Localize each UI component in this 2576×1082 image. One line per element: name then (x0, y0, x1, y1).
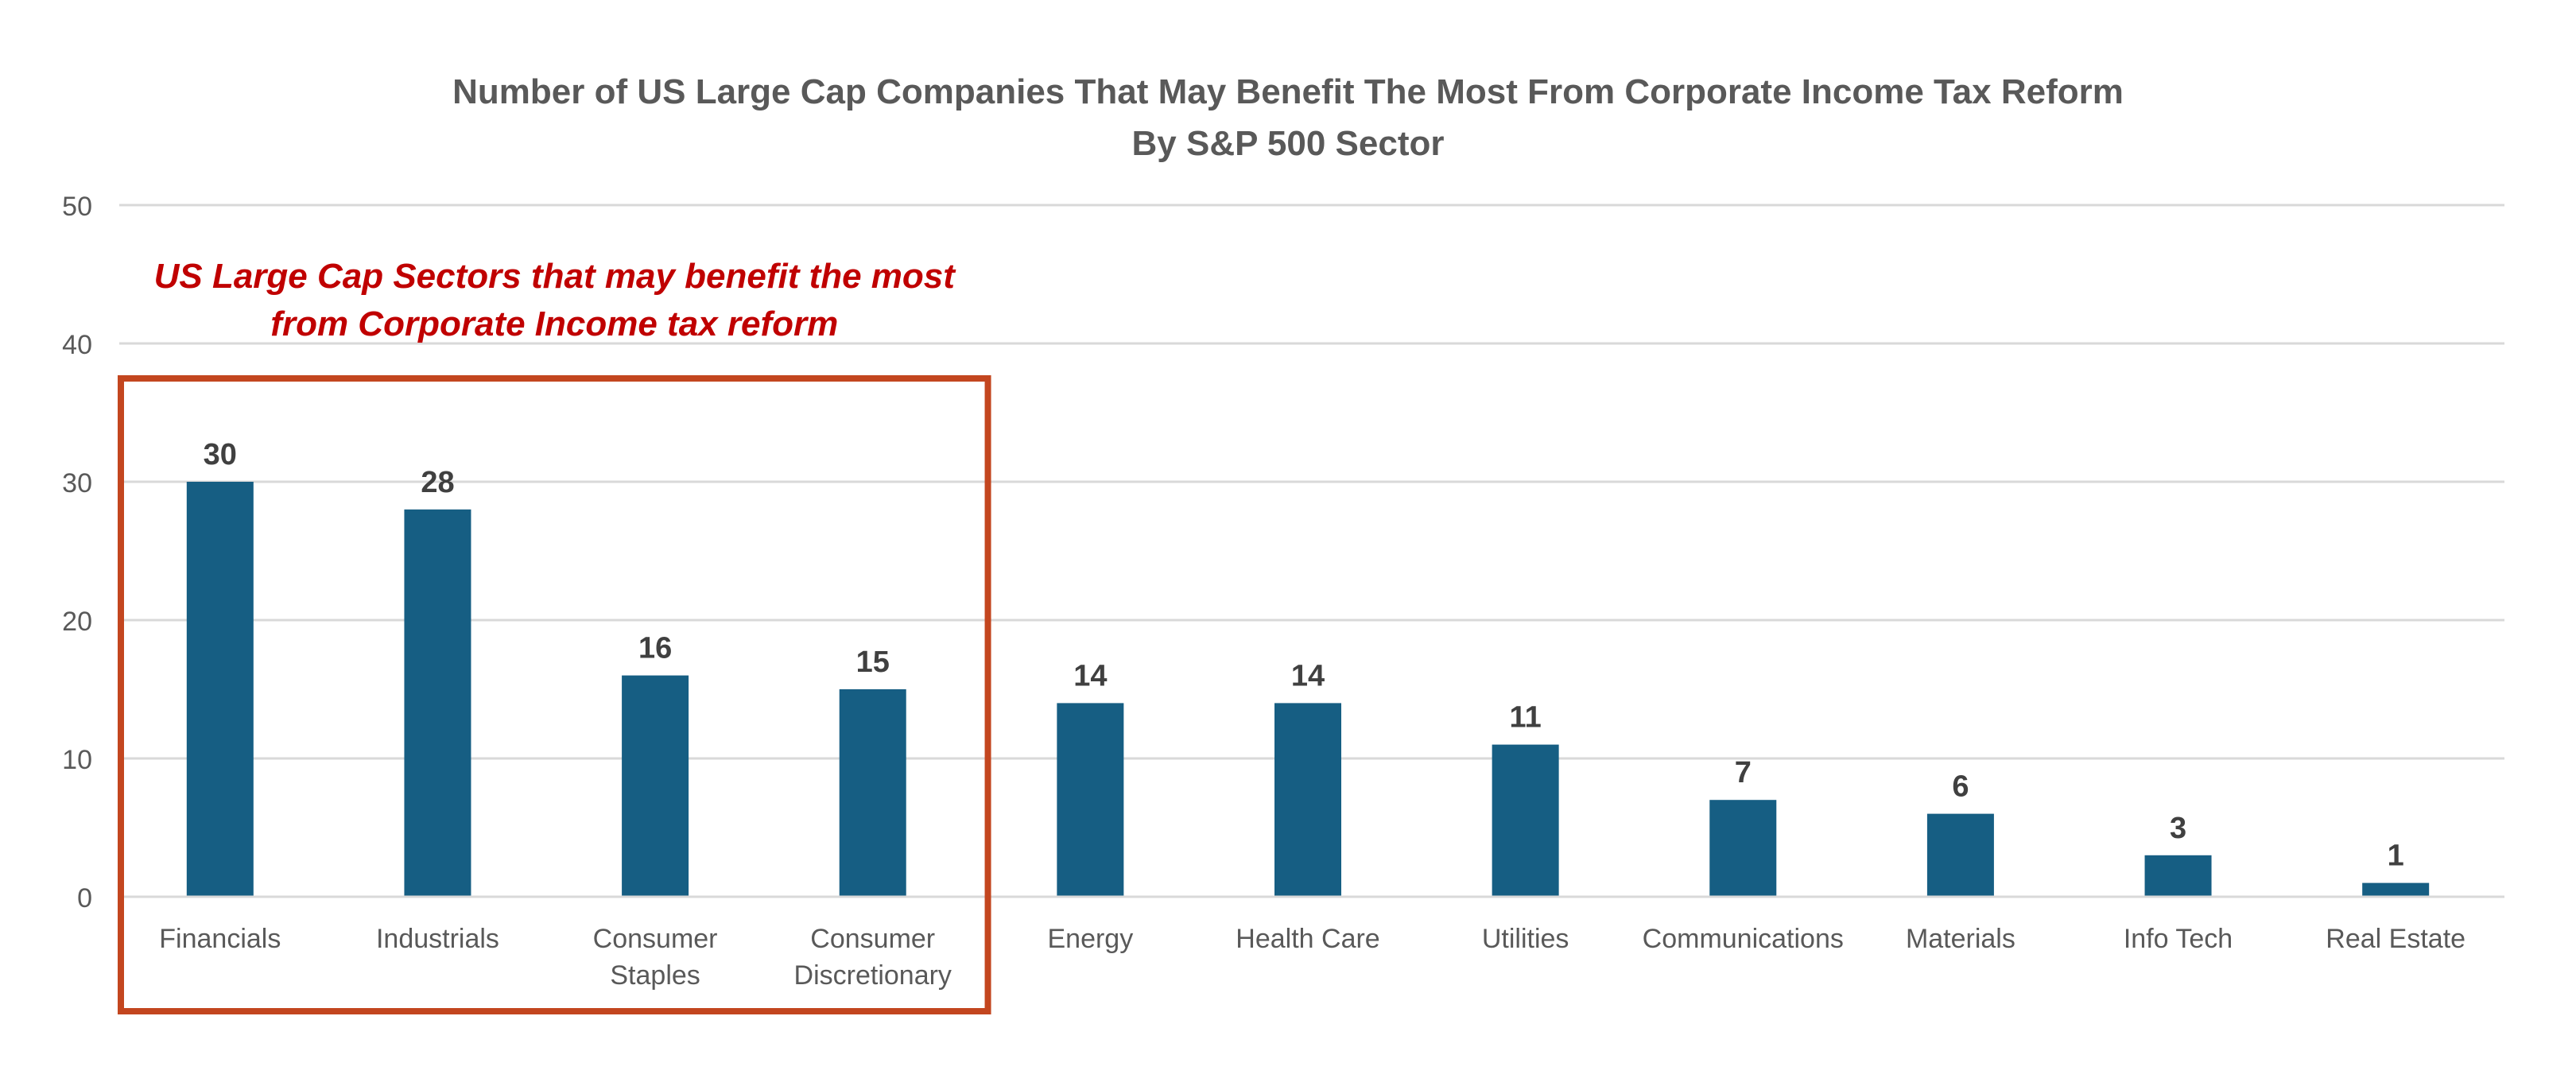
data-label: 14 (1291, 659, 1325, 692)
x-axis-ticks: Financials Industrials Consumer Staples Cons… (159, 924, 2465, 991)
x-tick-label: Staples (610, 960, 700, 991)
y-tick-label: 30 (62, 468, 92, 498)
highlight-annotation: US Large Cap Sectors that may benefit th… (118, 257, 991, 1014)
x-tick-label: Materials (1906, 924, 2015, 954)
bar (2144, 855, 2212, 897)
x-tick-label: Info Tech (2124, 924, 2233, 954)
bar (622, 675, 689, 897)
chart-subtitle: By S&P 500 Sector (1132, 124, 1445, 163)
bar (1492, 744, 1559, 897)
bar (186, 482, 254, 897)
x-tick-label: Energy (1047, 924, 1133, 954)
x-tick-label: Financials (159, 924, 281, 954)
y-tick-label: 20 (62, 607, 92, 637)
bar (1926, 813, 1994, 897)
bar (1274, 703, 1341, 897)
bars (186, 482, 2430, 897)
data-label: 7 (1735, 756, 1752, 789)
x-tick-label: Utilities (1482, 924, 1569, 954)
bar (839, 689, 906, 897)
bar (2362, 882, 2430, 897)
data-label: 16 (638, 632, 672, 665)
x-tick-label: Consumer (810, 924, 935, 954)
x-tick-label: Discretionary (794, 960, 952, 991)
y-tick-label: 0 (77, 883, 92, 913)
highlight-box (118, 375, 991, 1014)
highlight-annotation-text: from Corporate Income tax reform (270, 304, 838, 343)
data-label: 30 (204, 438, 237, 471)
bar (404, 509, 471, 897)
bar (1057, 703, 1124, 897)
data-label: 14 (1073, 659, 1107, 692)
chart-title: Number of US Large Cap Companies That Ma… (452, 72, 2124, 111)
highlight-annotation-text: US Large Cap Sectors that may benefit th… (154, 257, 957, 296)
gridlines (119, 204, 2504, 760)
x-tick-label: Industrials (376, 924, 499, 954)
data-label: 3 (2170, 812, 2186, 845)
bar (1709, 800, 1777, 897)
data-labels: 30 28 16 15 14 14 11 7 6 3 1 (204, 438, 2404, 873)
data-label: 28 (421, 466, 454, 499)
data-label: 11 (1510, 701, 1542, 735)
data-label: 1 (2388, 840, 2404, 873)
y-axis-ticks: 0 10 20 30 40 50 (62, 192, 92, 913)
data-label: 6 (1952, 770, 1969, 804)
y-tick-label: 10 (62, 745, 92, 775)
x-tick-label: Consumer (593, 924, 718, 954)
x-tick-label: Real Estate (2326, 924, 2465, 954)
y-tick-label: 40 (62, 330, 92, 360)
y-tick-label: 50 (62, 192, 92, 222)
x-tick-label: Communications (1643, 924, 1844, 954)
x-tick-label: Health Care (1236, 924, 1379, 954)
data-label: 15 (856, 646, 890, 679)
